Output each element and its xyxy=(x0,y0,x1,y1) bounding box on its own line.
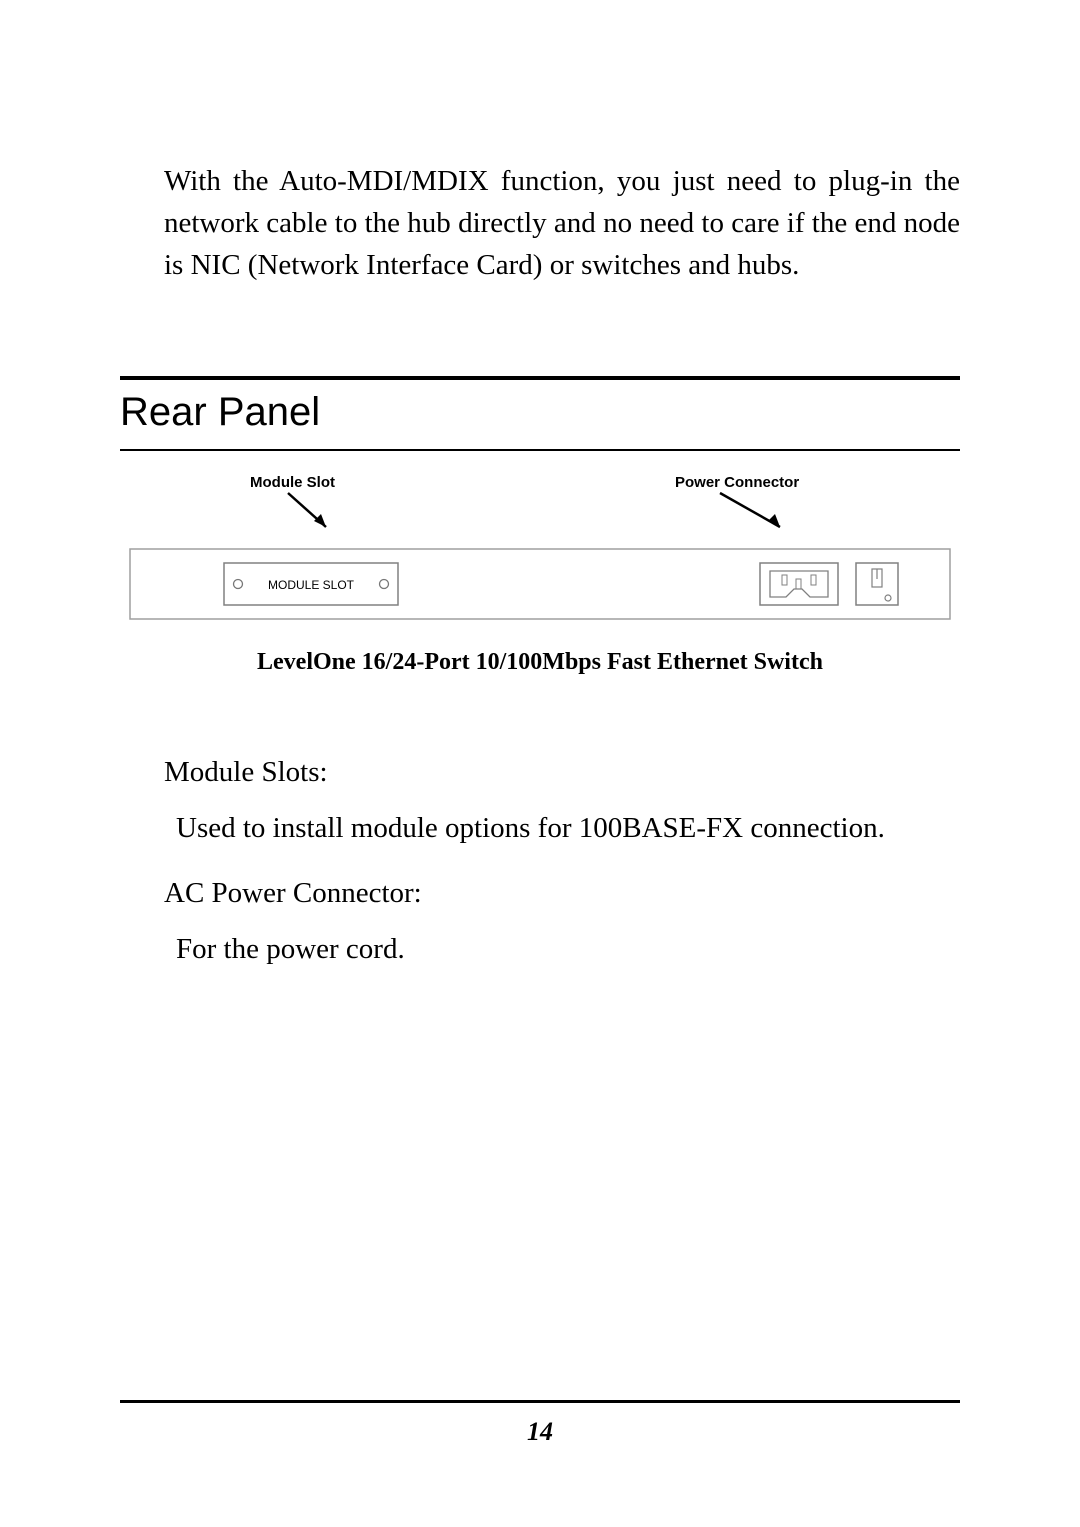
module-slots-heading: Module Slots: xyxy=(164,756,960,789)
module-slots-body: Used to install module options for 100BA… xyxy=(176,807,960,849)
module-slot-arrow xyxy=(288,493,326,527)
footer-rule xyxy=(120,1400,960,1403)
module-slot-label: Module Slot xyxy=(250,474,335,491)
page-footer: 14 xyxy=(120,1400,960,1447)
section-heading: Rear Panel xyxy=(120,386,960,439)
power-connector-label: Power Connector xyxy=(675,474,799,491)
module-slot-text: MODULE SLOT xyxy=(268,578,355,592)
diagram-caption: LevelOne 16/24-Port 10/100Mbps Fast Ethe… xyxy=(120,649,960,676)
section-heading-wrap: Rear Panel xyxy=(120,376,960,451)
intro-paragraph: With the Auto-MDI/MDIX function, you jus… xyxy=(164,160,960,286)
rear-panel-diagram: Module Slot Power Connector MODULE S xyxy=(120,469,960,639)
document-page: With the Auto-MDI/MDIX function, you jus… xyxy=(0,0,1080,1527)
diagram-svg: Module Slot Power Connector MODULE S xyxy=(120,469,960,639)
power-connector-arrow xyxy=(720,493,780,527)
switch-box xyxy=(856,563,898,605)
chassis: MODULE SLOT xyxy=(130,549,950,619)
power-connector-box xyxy=(760,563,838,605)
ac-power-body: For the power cord. xyxy=(176,928,960,970)
page-number: 14 xyxy=(120,1417,960,1447)
module-slot-box: MODULE SLOT xyxy=(224,563,398,605)
ac-power-heading: AC Power Connector: xyxy=(164,877,960,910)
